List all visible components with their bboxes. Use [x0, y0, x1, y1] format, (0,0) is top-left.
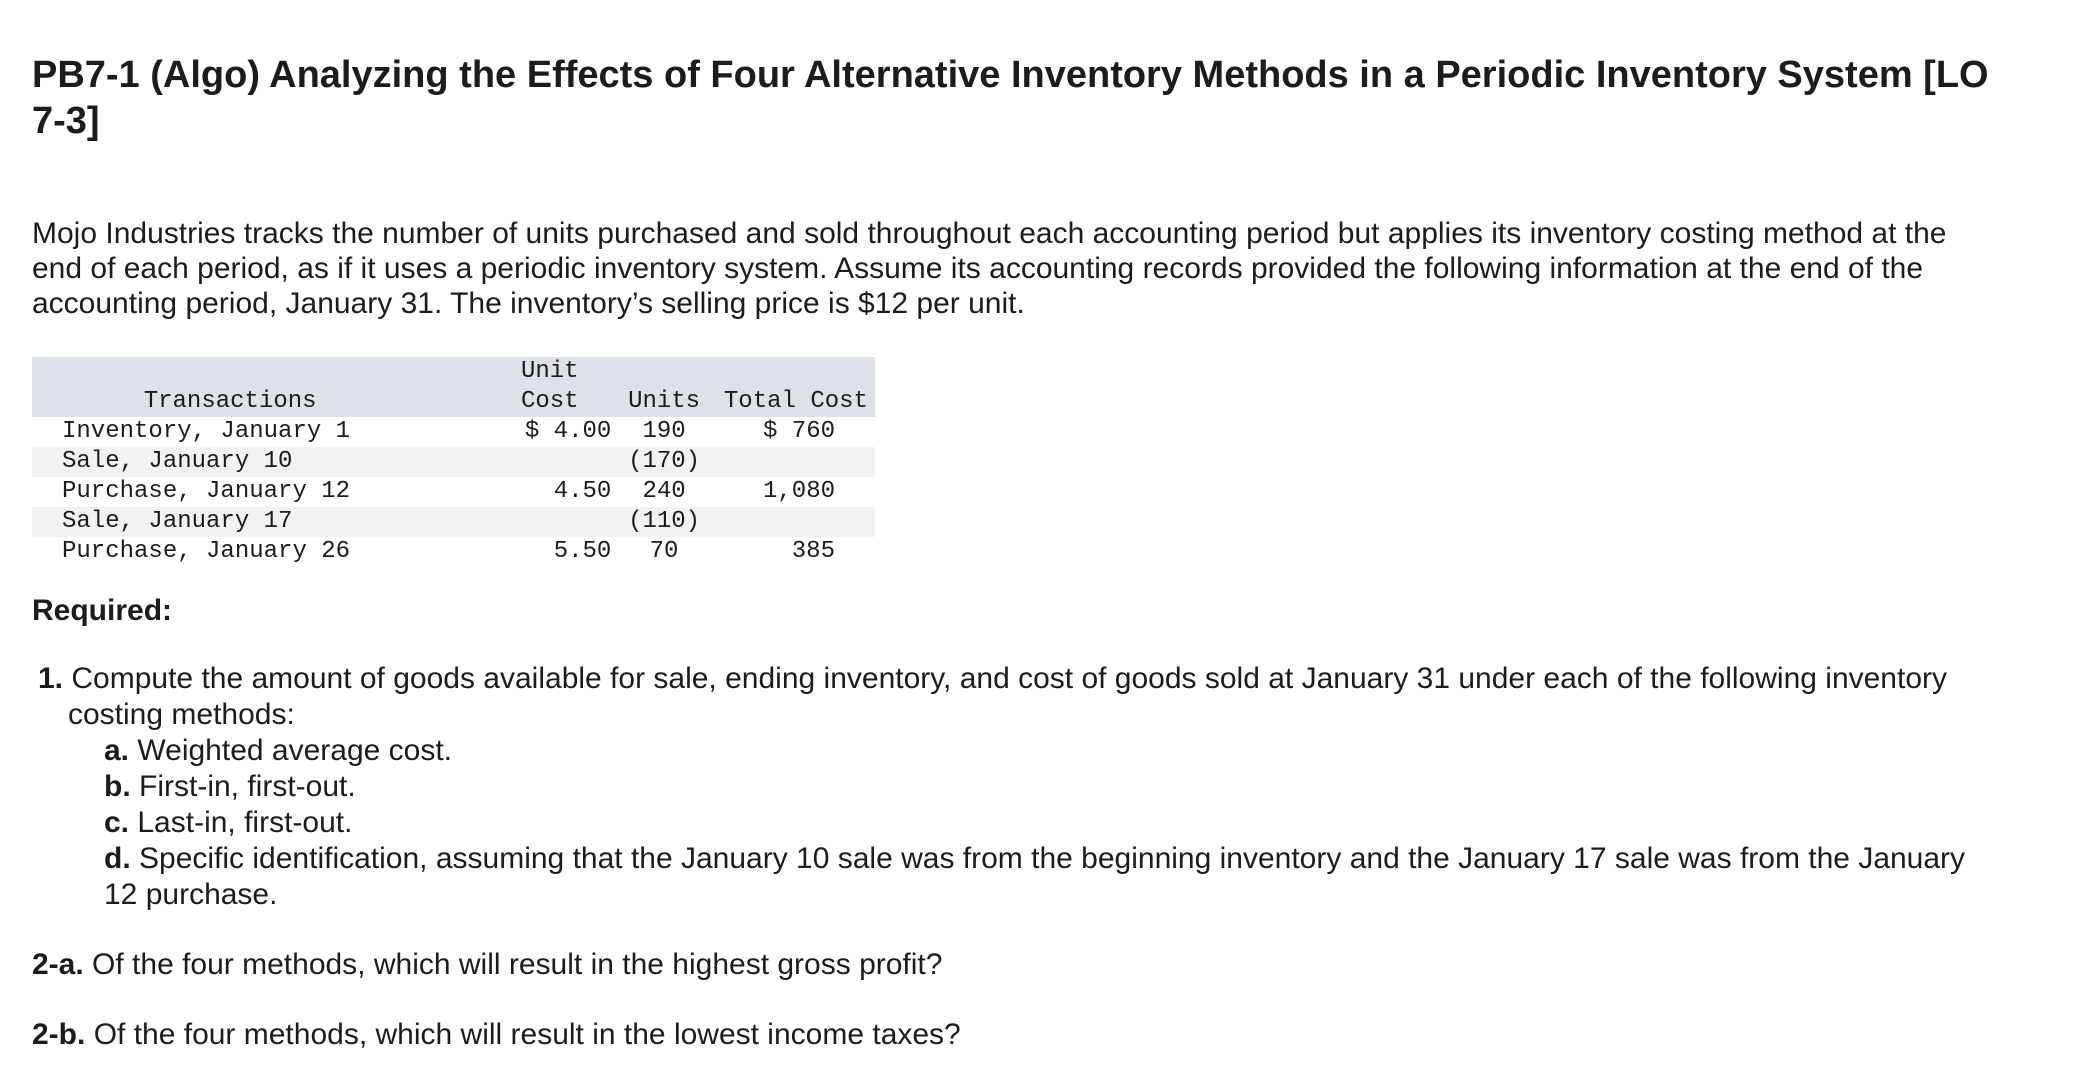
- table-cell: $ 760: [762, 418, 835, 445]
- intro: Mojo Industries tracks the number of uni…: [32, 217, 1947, 320]
- sub-question-label: b.: [104, 770, 131, 803]
- table-cell: 240: [642, 478, 686, 505]
- sub-question-text: Specific identification, assuming that t…: [104, 842, 1966, 911]
- table-cell: 4.50: [553, 478, 612, 505]
- table-cell: [428, 507, 612, 537]
- sub-question-text: Weighted average cost.: [137, 734, 453, 767]
- table-row: Sale, January 10 (170): [32, 447, 875, 477]
- question-text: Compute the amount of goods available fo…: [68, 662, 1948, 731]
- table-cell: 5.50: [553, 538, 612, 565]
- question: 2-a. Of the four methods, which will res…: [32, 947, 2042, 983]
- table-row: Inventory, January 1 $ 4.00 190 $ 760: [32, 417, 875, 447]
- header-row: Transactions Unit Cost Units Total Cost: [32, 357, 875, 417]
- sub-question-label: d.: [104, 842, 131, 875]
- sub-question-label: c.: [104, 806, 130, 839]
- column-header: Units: [611, 357, 717, 417]
- table-cell: 1,080: [762, 478, 835, 505]
- column-header: Total Cost: [716, 357, 875, 417]
- table-cell: 385: [791, 538, 835, 565]
- sub-question-text: First-in, first-out.: [139, 770, 356, 803]
- table-row: Purchase, January 12 4.50 240 1,080: [32, 477, 875, 507]
- required-label: Required:: [32, 594, 173, 627]
- sub-question: a. Weighted average cost.: [68, 733, 1988, 769]
- question-text: Of the four methods, which will result i…: [93, 1018, 961, 1051]
- sub-question: d. Specific identification, assuming tha…: [68, 841, 1988, 913]
- title: PB7-1 (Algo) Analyzing the Effects of Fo…: [32, 54, 1989, 142]
- table-cell: 70: [649, 538, 679, 565]
- table-cell: [428, 447, 612, 477]
- question-text: Of the four methods, which will result i…: [92, 948, 943, 981]
- table-cell: Purchase, January 26: [62, 538, 351, 565]
- transactions-table: Transactions Unit Cost Units Total Cost Inv…: [32, 357, 875, 567]
- question-label: 2-b.: [32, 1018, 86, 1051]
- column-header-text: Unit Cost: [520, 358, 579, 415]
- column-header: Transactions: [32, 357, 429, 417]
- table-cell: [716, 507, 875, 537]
- table-cell: Purchase, January 12: [62, 478, 351, 505]
- sub-question-label: a.: [104, 734, 130, 767]
- question-label: 1.: [38, 662, 64, 695]
- table-cell: (170): [611, 447, 717, 477]
- sub-question: c. Last-in, first-out.: [68, 805, 1988, 841]
- table-cell: 190: [642, 418, 686, 445]
- table-cell: Inventory, January 1: [62, 418, 351, 445]
- sub-question-text: Last-in, first-out.: [137, 806, 353, 839]
- question: 2-b. Of the four methods, which will res…: [32, 1017, 2042, 1053]
- question-label: 2-a.: [32, 948, 84, 981]
- table-row: Sale, January 17 (110): [32, 507, 875, 537]
- table-row: Purchase, January 26 5.50 70 385: [32, 537, 875, 567]
- table-cell: $ 4.00: [524, 418, 612, 445]
- table-cell: (110): [611, 507, 717, 537]
- question: 1. Compute the amount of goods available…: [32, 661, 1988, 913]
- column-header: Unit Cost: [428, 357, 612, 417]
- questions: 1. Compute the amount of goods available…: [32, 661, 2042, 1053]
- table-cell: Sale, January 10: [32, 447, 429, 477]
- table-cell: [716, 447, 875, 477]
- sub-question: b. First-in, first-out.: [68, 769, 1988, 805]
- table-cell: Sale, January 17: [32, 507, 429, 537]
